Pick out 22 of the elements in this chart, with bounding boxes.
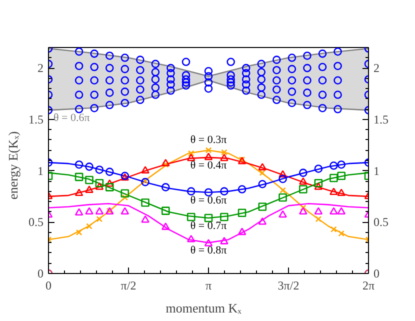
y2-tick-label: 1.5 — [374, 112, 388, 126]
y-tick-label: 0.5 — [28, 215, 44, 230]
y2-tick-label: 1 — [374, 164, 380, 178]
y-tick-label: 0 — [38, 266, 44, 280]
series-label: θ = 0.6π — [54, 112, 90, 124]
y2-tick-label: 0 — [374, 266, 380, 280]
series-label: θ = 0.6π — [190, 194, 228, 206]
y-tick-label: 2 — [38, 61, 44, 76]
y-tick-label: 1 — [38, 164, 44, 178]
series-label: θ = 0.3π — [190, 134, 228, 146]
x-tick-label: 3π/2 — [278, 278, 300, 292]
x-tick-label: 2π — [362, 278, 375, 292]
y-tick-label: 1.5 — [28, 112, 44, 126]
x-axis-title: momentum Kₓ — [166, 300, 242, 316]
x-tick-label: π — [205, 278, 212, 292]
series-label: θ = 0.7π — [190, 220, 228, 232]
y-axis-title: energy E(Kₓ) — [6, 131, 20, 200]
y2-tick-label: 0.5 — [374, 215, 388, 230]
y2-tick-label: 2 — [374, 61, 380, 76]
series-label: θ = 0.4π — [190, 159, 228, 172]
series-label: θ = 0.8π — [190, 244, 228, 257]
x-tick-label: π/2 — [120, 278, 136, 292]
